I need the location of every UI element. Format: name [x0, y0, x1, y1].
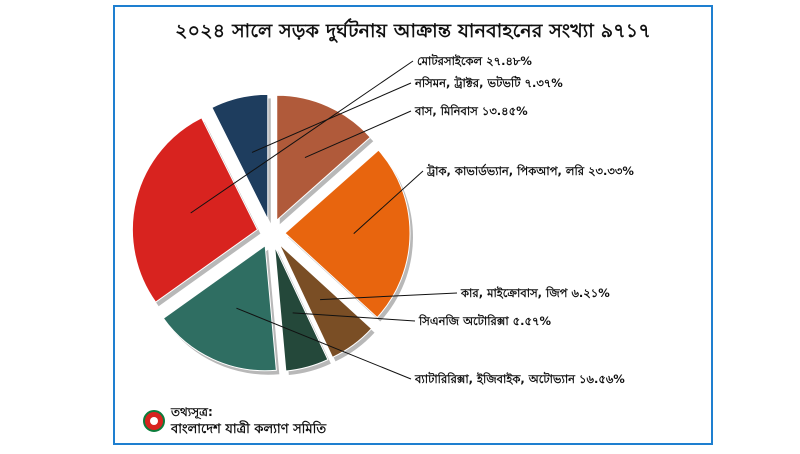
leader-line: [304, 110, 412, 158]
slice-label: ট্রাক, কাভার্ডভ্যান, পিকআপ, লরি ২৩.৩৩%: [426, 163, 634, 178]
pie-slice: [162, 244, 277, 372]
slice-label: মোটরসাইকেল ২৭.৪৮%: [417, 53, 532, 68]
leader-line: [292, 312, 416, 322]
leader-line: [251, 82, 412, 153]
slice-label: সিএনজি অটোরিক্সা ৫.৫৭%: [418, 313, 551, 328]
leader-line: [236, 307, 412, 380]
pie-slice: [284, 149, 411, 319]
leader-line: [190, 60, 414, 214]
leader-line: [353, 170, 424, 235]
leader-line: [320, 292, 458, 301]
pie-slice: [276, 94, 371, 222]
pie-slice: [211, 93, 269, 220]
organization-logo-icon: [143, 410, 165, 432]
slice-label: বাস, মিনিবাস ১৩.৪৫%: [414, 103, 528, 118]
source-label: তথ্যসূত্র:: [171, 405, 213, 419]
slice-label: নসিমন, ট্রাক্টর, ভটভটি ৭.৩৭%: [414, 75, 563, 90]
chart-title: ২০২৪ সালে সড়ক দুর্ঘটনায় আক্রান্ত যানবা…: [175, 20, 651, 42]
source-note: তথ্যসূত্র: বাংলাদেশ যাত্রী কল্যাণ সমিতি: [143, 401, 326, 441]
pie-slice: [278, 243, 373, 359]
pie-chart: বাস, মিনিবাস ১৩.৪৫% ট্রাক, কাভার্ডভ্যান, …: [131, 53, 634, 386]
slice-label: ব্যাটারিরিক্সা, ইজিবাইক, অটোভ্যান ১৬.৫৬%: [414, 371, 625, 386]
source-organization: বাংলাদেশ যাত্রী কল্যাণ সমিতি: [171, 422, 327, 437]
chart-frame: ২০২৪ সালে সড়ক দুর্ঘটনায় আক্রান্ত যানবা…: [113, 5, 713, 445]
slice-label: কার, মাইক্রোবাস, জিপ ৬.২১%: [460, 285, 610, 300]
